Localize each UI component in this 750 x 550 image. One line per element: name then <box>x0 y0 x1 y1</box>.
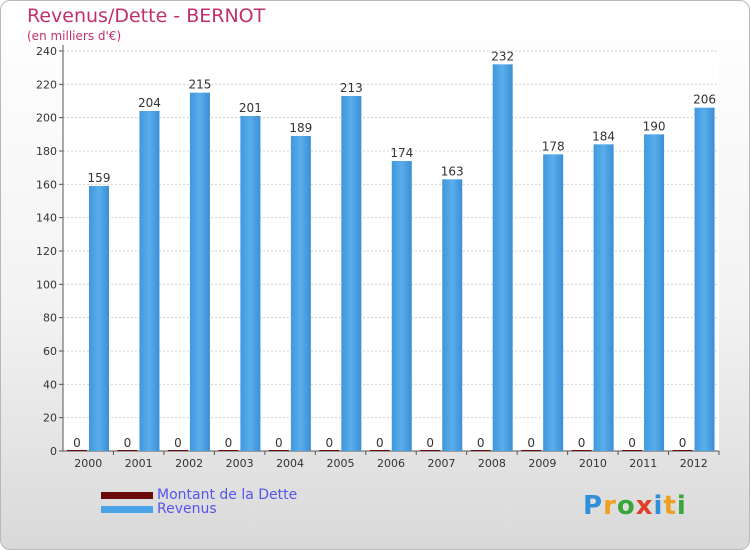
bar-dette <box>622 450 643 451</box>
data-label-dette: 0 <box>225 436 233 450</box>
data-label-revenus: 190 <box>643 119 666 133</box>
y-tick-label: 220 <box>36 78 57 91</box>
data-label-revenus: 159 <box>88 171 111 185</box>
data-label-dette: 0 <box>527 436 535 450</box>
chart-title: Revenus/Dette - BERNOT <box>27 5 266 27</box>
bar-dette <box>571 450 592 451</box>
data-label-revenus: 201 <box>239 101 262 115</box>
data-label-dette: 0 <box>679 436 687 450</box>
bar-revenus <box>694 107 715 452</box>
data-label-revenus: 163 <box>441 164 464 178</box>
x-tick-label: 2006 <box>377 457 405 470</box>
data-label-revenus: 174 <box>390 146 413 160</box>
bar-revenus <box>189 92 210 452</box>
data-label-revenus: 189 <box>289 121 312 135</box>
bar-dette <box>672 450 693 451</box>
bar-dette <box>117 450 138 451</box>
data-label-dette: 0 <box>174 436 182 450</box>
y-tick-label: 80 <box>43 312 57 325</box>
data-label-revenus: 215 <box>188 78 211 92</box>
y-tick-label: 60 <box>43 345 57 358</box>
bar-revenus <box>593 144 614 452</box>
legend-swatch-dette <box>101 491 153 499</box>
proxiti-logo: Proxiti <box>583 491 687 521</box>
bar-dette <box>521 450 542 451</box>
logo-letter: P <box>583 491 604 521</box>
bar-revenus <box>341 96 362 451</box>
logo-letter: o <box>616 491 636 521</box>
bar-dette <box>67 450 87 451</box>
x-tick-label: 2012 <box>680 457 708 470</box>
data-label-revenus: 232 <box>491 49 514 63</box>
data-label-revenus: 204 <box>138 96 161 110</box>
y-tick-label: 40 <box>43 378 57 391</box>
y-tick-label: 120 <box>36 245 57 258</box>
data-label-dette: 0 <box>73 436 81 450</box>
bar-dette <box>420 450 441 451</box>
bar-revenus <box>543 154 564 452</box>
bar-revenus <box>391 161 412 451</box>
data-label-dette: 0 <box>578 436 586 450</box>
y-tick-label: 240 <box>36 45 57 58</box>
legend-item-dette: Montant de la Dette <box>101 487 297 503</box>
data-label-dette: 0 <box>275 436 283 450</box>
bar-revenus <box>442 179 463 452</box>
chart-subtitle: (en milliers d'€) <box>27 29 122 43</box>
x-tick-label: 2001 <box>125 457 153 470</box>
legend-label-revenus: Revenus <box>157 501 217 517</box>
bar-revenus <box>89 186 109 451</box>
data-label-revenus: 213 <box>340 81 363 95</box>
data-label-dette: 0 <box>376 436 384 450</box>
data-label-dette: 0 <box>124 436 132 450</box>
data-label-revenus: 206 <box>693 93 716 107</box>
bar-dette <box>268 450 289 451</box>
y-tick-label: 180 <box>36 145 57 158</box>
y-tick-label: 140 <box>36 212 57 225</box>
y-tick-label: 200 <box>36 112 57 125</box>
bar-revenus <box>492 64 513 452</box>
x-tick-label: 2002 <box>175 457 203 470</box>
bar-dette <box>218 450 239 451</box>
bar-revenus <box>139 111 160 451</box>
data-label-dette: 0 <box>628 436 636 450</box>
x-tick-label: 2009 <box>528 457 556 470</box>
logo-letter: i <box>653 491 664 521</box>
logo-letter: t <box>663 491 677 521</box>
x-tick-label: 2003 <box>226 457 254 470</box>
logo-letter: i <box>676 491 687 521</box>
x-tick-label: 2007 <box>427 457 455 470</box>
data-label-dette: 0 <box>426 436 434 450</box>
bar-revenus <box>290 136 311 451</box>
y-tick-label: 100 <box>36 278 57 291</box>
bar-revenus <box>644 134 665 452</box>
legend-item-revenus: Revenus <box>101 501 217 517</box>
bar-dette <box>470 450 491 451</box>
y-tick-label: 0 <box>50 445 57 458</box>
logo-letter: r <box>603 491 617 521</box>
bar-dette <box>319 450 340 451</box>
x-tick-label: 2004 <box>276 457 304 470</box>
x-tick-label: 2000 <box>74 457 102 470</box>
y-tick-label: 160 <box>36 178 57 191</box>
data-label-revenus: 184 <box>592 129 615 143</box>
x-tick-label: 2010 <box>579 457 607 470</box>
y-tick-label: 20 <box>43 412 57 425</box>
legend-swatch-revenus <box>101 505 153 513</box>
data-label-revenus: 178 <box>542 139 565 153</box>
bar-dette <box>167 450 188 451</box>
bar-revenus <box>240 116 261 451</box>
legend-label-dette: Montant de la Dette <box>157 487 298 503</box>
logo-letter: x <box>635 491 654 521</box>
bar-dette <box>369 450 390 451</box>
data-label-dette: 0 <box>325 436 333 450</box>
x-tick-label: 2008 <box>478 457 506 470</box>
x-tick-label: 2005 <box>327 457 355 470</box>
x-tick-label: 2011 <box>629 457 657 470</box>
data-label-dette: 0 <box>477 436 485 450</box>
